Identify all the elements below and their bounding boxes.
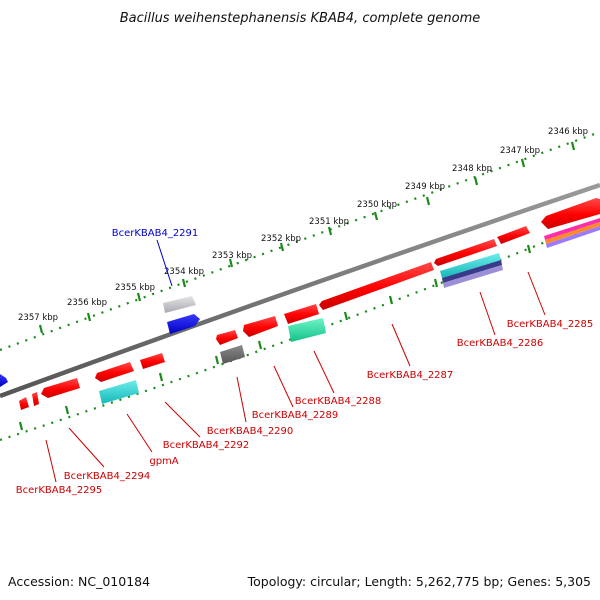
gene-red-2289[interactable] [243, 316, 278, 337]
label-gpmA[interactable]: gpmA [149, 456, 178, 467]
label-BcerKBAB4_2290[interactable]: BcerKBAB4_2290 [207, 426, 294, 437]
outer-ruler-major-ticks [38, 141, 576, 334]
genome-backbone [0, 182, 600, 399]
gene-red-2287[interactable] [319, 262, 434, 310]
label-BcerKBAB4_2287[interactable]: BcerKBAB4_2287 [367, 370, 454, 381]
gene-teal-gpmA[interactable] [99, 380, 139, 404]
tick-label-2356: 2356 kbp [67, 298, 107, 308]
gene-green-2288[interactable] [288, 318, 326, 342]
gene-red-2292[interactable] [140, 353, 165, 369]
map-title: Bacillus weihenstephanensis KBAB4, compl… [120, 11, 481, 26]
gene-red-2290[interactable] [216, 330, 238, 345]
tick-label-2352: 2352 kbp [261, 234, 301, 244]
gene-red-2286[interactable] [497, 226, 530, 244]
tick-label-2355: 2355 kbp [115, 283, 155, 293]
gene-multicolor-2285-c[interactable] [546, 226, 600, 248]
gene-dark-2290[interactable] [220, 345, 245, 364]
gene-teal-2286[interactable] [440, 253, 501, 278]
outer-ruler [0, 130, 600, 352]
gene-red-gpmA[interactable] [95, 362, 134, 382]
tick-label-2348: 2348 kbp [452, 164, 492, 174]
gene-blue-left-edge[interactable] [0, 374, 8, 387]
genome-features [0, 198, 600, 410]
tick-label-2357: 2357 kbp [18, 313, 58, 323]
tick-label-2346: 2346 kbp [548, 127, 588, 137]
gene-navy-2286[interactable] [442, 260, 502, 283]
gene-multicolor-2285[interactable] [544, 218, 600, 240]
tick-label-2347: 2347 kbp [500, 146, 540, 156]
label-BcerKBAB4_2289[interactable]: BcerKBAB4_2289 [252, 410, 339, 421]
label-BcerKBAB4_2295[interactable]: BcerKBAB4_2295 [16, 485, 103, 496]
label-leader-lines [45, 239, 546, 483]
label-BcerKBAB4_2291[interactable]: BcerKBAB4_2291 [112, 228, 199, 239]
label-BcerKBAB4_2292[interactable]: BcerKBAB4_2292 [163, 440, 250, 451]
outer-ruler-tick-labels: 2346 kbp 2347 kbp 2348 kbp 2349 kbp 2350… [18, 127, 588, 323]
gene-blue-2291-reverse[interactable] [167, 314, 200, 334]
gene-red-2295b[interactable] [19, 397, 29, 410]
label-BcerKBAB4_2285[interactable]: BcerKBAB4_2285 [507, 319, 594, 330]
gene-red-2288[interactable] [284, 304, 319, 324]
label-BcerKBAB4_2288[interactable]: BcerKBAB4_2288 [295, 396, 382, 407]
accession-text: Accession: NC_010184 [8, 574, 150, 589]
gene-gray-2291[interactable] [163, 296, 196, 313]
tick-label-2349: 2349 kbp [405, 182, 445, 192]
tick-label-2351: 2351 kbp [309, 217, 349, 227]
tick-label-2350: 2350 kbp [357, 200, 397, 210]
gene-red-2285[interactable] [541, 198, 600, 229]
gene-red-2295a[interactable] [32, 392, 39, 406]
gene-red-2286-long[interactable] [434, 239, 497, 266]
gene-labels: BcerKBAB4_2291 BcerKBAB4_2285 BcerKBAB4_… [16, 228, 594, 496]
tick-label-2353: 2353 kbp [212, 251, 252, 261]
genome-summary-text: Topology: circular; Length: 5,262,775 bp… [247, 574, 591, 589]
tick-label-2354: 2354 kbp [164, 267, 204, 277]
gene-multicolor-2285-b[interactable] [545, 222, 600, 244]
label-BcerKBAB4_2286[interactable]: BcerKBAB4_2286 [457, 338, 544, 349]
gene-lavender-2286[interactable] [443, 265, 503, 288]
label-BcerKBAB4_2294[interactable]: BcerKBAB4_2294 [64, 471, 151, 482]
gene-red-2294[interactable] [41, 378, 80, 398]
